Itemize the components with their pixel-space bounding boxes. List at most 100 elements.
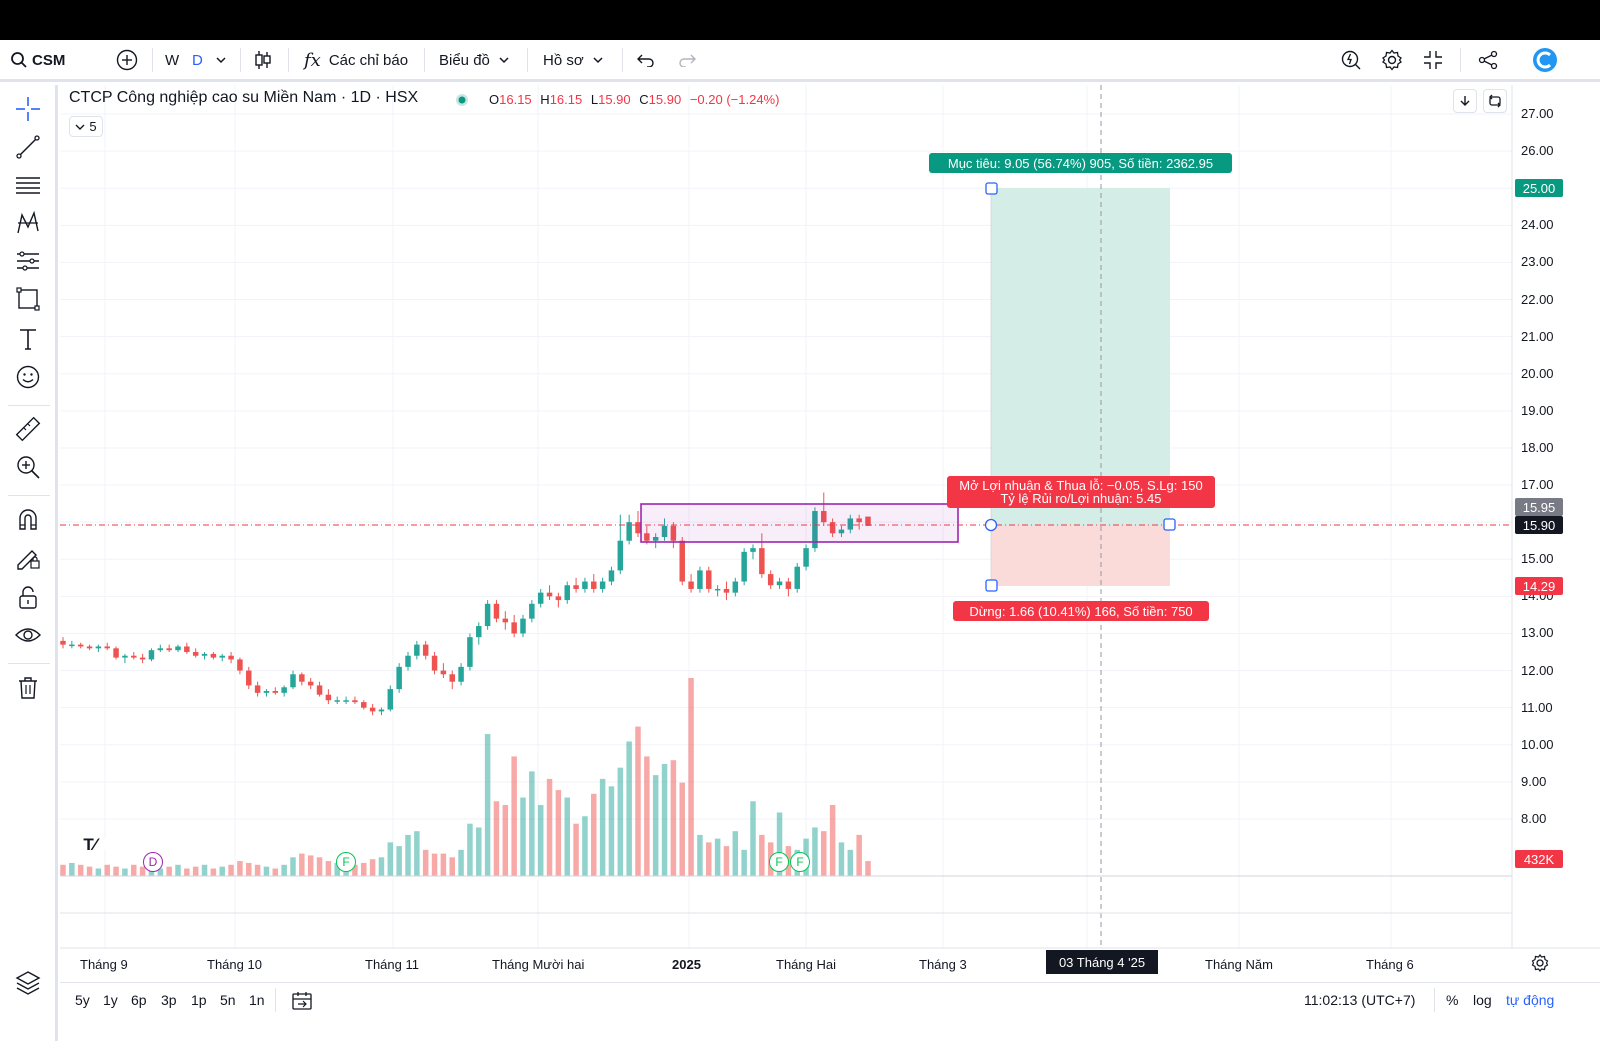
pnl-label[interactable]: Mở Lợi nhuận & Thua lỗ: −0.05, S.Lg: 150… — [947, 476, 1215, 508]
text-tool-icon[interactable] — [14, 325, 42, 353]
target-zone[interactable] — [991, 188, 1170, 525]
range-button-5y[interactable]: 5y — [75, 992, 90, 1008]
profile-menu-button[interactable]: Hồ sơ — [543, 40, 604, 80]
volume-bar — [95, 868, 102, 876]
symbol-legend-title[interactable]: CTCP Công nghiệp cao su Miền Nam · 1D · … — [69, 89, 419, 106]
close-key: C — [639, 92, 649, 107]
price-range-rectangle[interactable] — [640, 503, 959, 543]
candle-body — [307, 681, 314, 686]
percent-scale-button[interactable]: % — [1446, 992, 1459, 1008]
width-handle[interactable] — [1163, 518, 1176, 531]
dividend-marker[interactable]: D — [143, 852, 163, 872]
stop-label[interactable]: Dừng: 1.66 (10.41%) 166, Số tiền: 750 — [953, 601, 1209, 621]
candle-body — [829, 522, 836, 534]
range-button-1n[interactable]: 1n — [249, 992, 265, 1008]
volume-bar — [688, 678, 694, 876]
prediction-tools-icon[interactable] — [14, 247, 42, 275]
entry-handle[interactable] — [984, 518, 998, 532]
volume-bar — [369, 859, 376, 876]
range-button-3p[interactable]: 3p — [161, 992, 177, 1008]
eye-icon[interactable] — [14, 621, 42, 649]
range-button-1p[interactable]: 1p — [191, 992, 207, 1008]
system-status-bar — [0, 0, 1600, 40]
candle-body — [334, 700, 340, 702]
earnings-marker[interactable]: F — [336, 852, 356, 872]
quick-search-button[interactable] — [1340, 40, 1362, 80]
magnet-icon[interactable] — [14, 505, 42, 533]
time-axis-settings-icon[interactable] — [1530, 953, 1550, 973]
volume-bar — [829, 805, 836, 876]
volume-bar — [184, 868, 190, 876]
lightning-search-icon — [1341, 50, 1361, 70]
symbol-label: CSM — [32, 51, 66, 69]
indicators-collapse-button[interactable]: 5 — [69, 116, 103, 137]
time-axis[interactable]: Tháng 9 Tháng 10 Tháng 11 Tháng Mười hai 202… — [60, 950, 1600, 978]
unlock-icon[interactable] — [14, 583, 42, 611]
trash-icon[interactable] — [14, 673, 42, 701]
crosshair-icon[interactable] — [14, 95, 42, 123]
price-tick-label: 10.00 — [1521, 736, 1554, 752]
chart-style-button[interactable] — [253, 40, 273, 80]
candle-body — [652, 537, 659, 541]
redo-button[interactable] — [678, 40, 696, 80]
chart-menu-button[interactable]: Biểu đồ — [439, 40, 510, 80]
trend-line-icon[interactable] — [14, 133, 42, 161]
geometric-shapes-icon[interactable] — [14, 285, 42, 313]
ruler-icon[interactable] — [14, 415, 42, 443]
fullscreen-button[interactable] — [1423, 40, 1443, 80]
interval-daily-button[interactable]: D — [192, 51, 203, 69]
earnings-marker[interactable]: F — [790, 852, 810, 872]
target-price-tag: 25.00 — [1515, 179, 1563, 197]
volume-bar — [201, 864, 208, 876]
volume-bar — [113, 866, 119, 876]
range-button-6p[interactable]: 6p — [131, 992, 147, 1008]
candle-body — [414, 644, 420, 656]
lock-drawing-mode-icon[interactable] — [14, 543, 42, 571]
go-to-date-icon[interactable] — [291, 990, 313, 1012]
candle-body — [396, 666, 402, 690]
target-handle[interactable] — [985, 182, 998, 195]
volume-bar — [776, 812, 783, 876]
volume-bar — [237, 861, 243, 876]
scroll-to-realtime-button[interactable] — [1453, 89, 1477, 113]
interval-dropdown-button[interactable] — [215, 40, 227, 80]
collapse-arrows-icon — [1424, 51, 1442, 69]
volume-bar — [502, 805, 509, 876]
earnings-marker[interactable]: F — [769, 852, 789, 872]
object-tree-icon[interactable] — [14, 969, 42, 997]
interval-weekly-button[interactable]: W — [165, 51, 180, 69]
market-status-icon[interactable] — [455, 93, 469, 107]
log-scale-button[interactable]: log — [1473, 992, 1492, 1008]
stop-zone[interactable] — [991, 525, 1170, 586]
zoom-in-icon[interactable] — [14, 453, 42, 481]
stop-handle[interactable] — [985, 579, 998, 592]
undo-button[interactable] — [637, 40, 655, 80]
fib-retracement-icon[interactable] — [14, 171, 42, 199]
candle-body — [537, 592, 544, 604]
candle-body — [670, 525, 677, 541]
pattern-icon[interactable] — [14, 209, 42, 237]
volume-bar — [254, 864, 261, 876]
price-tick-label: 21.00 — [1521, 328, 1554, 344]
change-value: −0.20 (−1.24%) — [689, 92, 780, 107]
candle-body — [219, 655, 225, 658]
emoji-icon[interactable] — [14, 363, 42, 391]
compare-symbol-button[interactable] — [116, 40, 138, 80]
candle-body — [387, 689, 394, 710]
share-button[interactable] — [1478, 40, 1498, 80]
close-value: 15.90 — [648, 92, 682, 107]
symbol-search-button[interactable]: CSM — [10, 40, 65, 80]
price-tick-label: 24.00 — [1521, 217, 1554, 233]
candle-body — [847, 518, 854, 530]
indicators-button[interactable]: fx Các chỉ báo — [304, 40, 408, 80]
reset-chart-button[interactable] — [1483, 89, 1507, 113]
settings-button[interactable] — [1381, 40, 1403, 80]
clock-display[interactable]: 11:02:13 (UTC+7) — [1304, 992, 1416, 1008]
range-button-5n[interactable]: 5n — [220, 992, 236, 1008]
auto-scale-button[interactable]: tự động — [1506, 992, 1555, 1008]
volume-bar — [679, 782, 685, 876]
target-label[interactable]: Mục tiêu: 9.05 (56.74%) 905, Số tiền: 23… — [929, 153, 1232, 173]
range-button-1y[interactable]: 1y — [103, 992, 118, 1008]
tradingview-logo[interactable]: T⁄ — [74, 830, 106, 858]
